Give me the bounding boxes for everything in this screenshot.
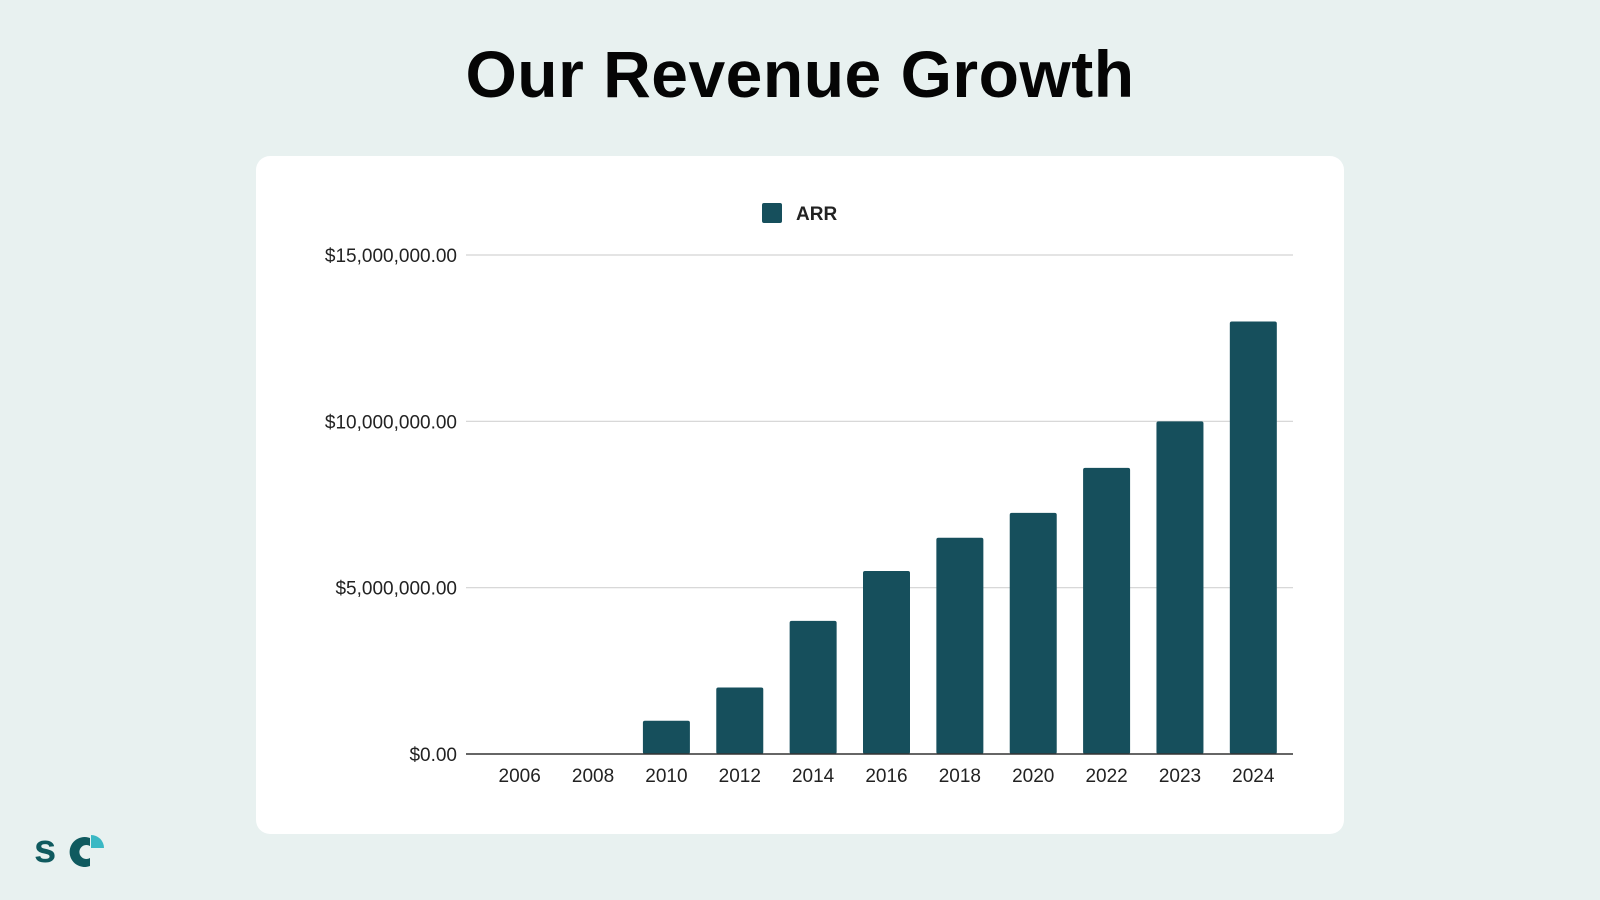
- bar-2012: [716, 687, 764, 754]
- logo-letter: s: [34, 832, 56, 868]
- bar-2024: [1229, 321, 1277, 754]
- y-tick-label: $0.00: [409, 745, 457, 766]
- x-tick-label: 2016: [865, 766, 907, 787]
- chart-legend: ARR: [762, 203, 837, 225]
- x-tick-label: 2023: [1159, 766, 1201, 787]
- x-tick-label: 2022: [1085, 766, 1127, 787]
- bar-2020: [1009, 512, 1057, 754]
- y-tick-label: $10,000,000.00: [325, 412, 457, 433]
- x-tick-label: 2014: [792, 766, 835, 787]
- x-tick-label: 2020: [1012, 766, 1054, 787]
- x-tick-label: 2006: [499, 766, 541, 787]
- legend-swatch: [762, 203, 782, 223]
- brand-logo: s: [34, 827, 106, 873]
- logo-icon: s: [34, 827, 104, 871]
- x-tick-label: 2008: [572, 766, 614, 787]
- x-tick-label: 2012: [719, 766, 761, 787]
- chart-bars: [642, 321, 1277, 754]
- y-tick-label: $15,000,000.00: [325, 246, 457, 267]
- y-tick-label: $5,000,000.00: [335, 579, 457, 600]
- bar-chart: ARR $0.00 $5,000,000.00 $10,000,000.00 $15,0…: [325, 203, 1293, 787]
- bar-2014: [789, 620, 837, 754]
- page-title: Our Revenue Growth: [465, 37, 1135, 111]
- bar-2016: [863, 571, 910, 754]
- bar-2023: [1156, 421, 1204, 754]
- legend-label: ARR: [796, 204, 837, 225]
- bar-2010: [642, 720, 690, 754]
- x-tick-label: 2010: [645, 766, 687, 787]
- chart-x-labels: 2006 2008 2010 2012 2014 2016 2018 2020 2022 2023…: [499, 766, 1275, 787]
- bar-2022: [1083, 467, 1131, 754]
- chart-card: ARR $0.00 $5,000,000.00 $10,000,000.00 $15,0…: [256, 156, 1344, 834]
- x-tick-label: 2024: [1232, 766, 1275, 787]
- x-tick-label: 2018: [939, 766, 981, 787]
- bar-2018: [936, 537, 984, 754]
